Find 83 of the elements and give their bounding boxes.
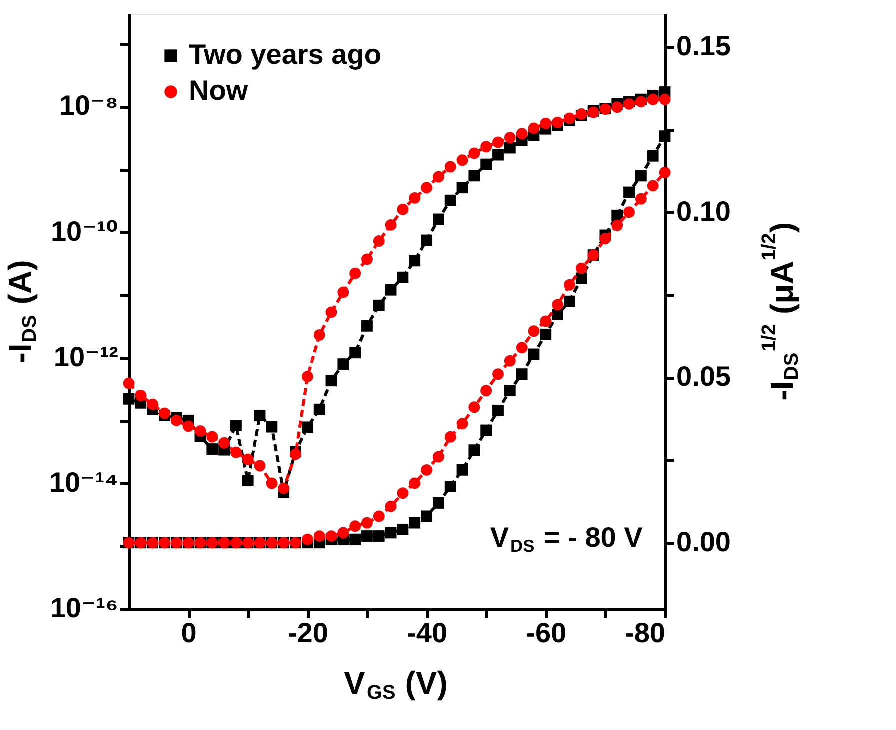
point [456,154,468,166]
point [206,444,218,455]
point [266,478,278,490]
point [302,371,314,382]
point [432,171,444,183]
point [266,421,278,433]
point [504,132,516,144]
point [421,182,432,194]
point [123,378,135,390]
point [290,448,302,460]
point [432,214,444,226]
point [170,414,182,426]
point [230,420,242,432]
point [444,161,456,173]
legend-label: Two years ago [189,39,382,70]
point [338,286,350,298]
point [540,118,552,130]
point [135,390,147,402]
x-tick-label: -80 [625,618,666,648]
y2-tick-label: 0.15 [676,30,731,62]
point [468,170,480,182]
y-tick-label: 10⁻¹⁶ [50,592,118,624]
point [278,482,290,494]
point [528,122,540,134]
point [468,148,480,160]
point [456,182,468,194]
point [206,431,218,443]
point [444,194,456,206]
point [480,141,492,152]
y-tick-label: 10⁻¹² [54,341,118,372]
legend-label: Now [189,75,248,106]
y-axis-title: -IDS (A) [2,260,41,364]
point [326,375,338,387]
point [230,446,242,458]
point [362,320,373,332]
point [492,149,504,161]
x-tick-label: -20 [288,618,328,648]
point [635,96,647,108]
point [647,94,659,106]
point [504,142,516,154]
point [516,128,528,140]
point [314,404,326,416]
point [612,102,624,113]
point [362,254,373,266]
point [314,329,326,341]
point [659,94,671,106]
point [373,300,385,312]
point [409,192,421,204]
y-tick-label: 10⁻¹⁴ [49,466,118,498]
point [350,347,362,359]
point [302,422,314,434]
point [218,437,230,449]
y2-tick-label: 0.00 [676,526,731,558]
x-tick-label: 0 [181,618,197,648]
point [254,410,266,422]
point [242,454,254,466]
point [397,204,409,216]
point [123,393,135,405]
x-tick-label: -40 [407,618,448,648]
point [552,116,564,128]
point [492,136,504,148]
point [242,475,254,487]
point [194,425,206,437]
point [373,236,385,247]
point [338,358,350,370]
point [385,219,397,231]
point [254,460,266,472]
point [326,306,338,318]
point [385,284,397,296]
y2-tick-label: 0.05 [676,361,731,392]
point [480,158,492,170]
point [397,272,409,284]
y-tick-label: 10⁻¹⁰ [50,216,118,247]
y2-tick-label: 0.10 [676,196,731,227]
point [147,398,159,410]
point [350,268,362,280]
y-tick-label: 10⁻⁸ [59,90,118,122]
point [624,98,635,110]
point [421,234,432,246]
y2-axis-title: -IDS1/2 (μA1/2) [758,222,803,401]
point [409,255,421,267]
x-tick-label: -60 [526,618,567,648]
point [182,420,194,432]
